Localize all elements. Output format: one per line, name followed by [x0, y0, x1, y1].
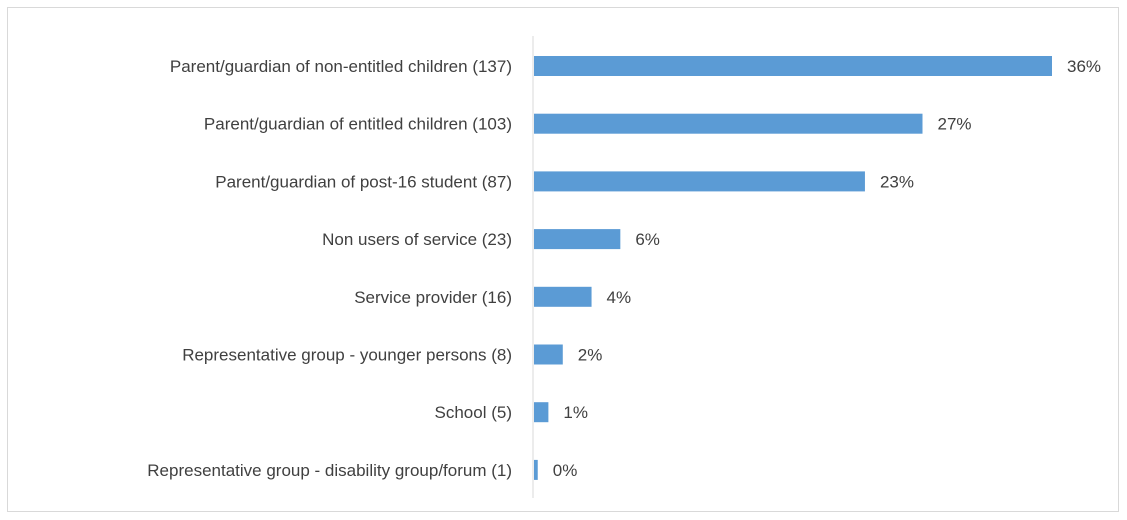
bar-2: [534, 113, 923, 134]
data-label-6: 2%: [578, 346, 603, 365]
data-label-7: 1%: [563, 403, 588, 422]
bar-1: [534, 56, 1052, 76]
bar-4: [534, 229, 621, 250]
category-label-4: Non users of service (23): [322, 230, 512, 249]
bar-8: [534, 459, 538, 480]
data-label-4: 6%: [635, 230, 660, 249]
category-label-1: Parent/guardian of non-entitled children…: [170, 57, 512, 76]
category-label-3: Parent/guardian of post-16 student (87): [215, 172, 512, 191]
category-labels-group: Parent/guardian of non-entitled children…: [147, 57, 512, 480]
category-label-2: Parent/guardian of entitled children (10…: [204, 115, 512, 134]
data-label-5: 4%: [607, 288, 632, 307]
category-label-8: Representative group - disability group/…: [147, 461, 512, 480]
data-label-8: 0%: [553, 461, 578, 480]
data-labels-group: 36% 27% 23% 6% 4% 2% 1% 0%: [553, 57, 1101, 480]
category-label-6: Representative group - younger persons (…: [182, 346, 512, 365]
bar-7: [534, 402, 549, 423]
data-label-2: 27%: [938, 115, 972, 134]
chart-frame: [7, 7, 1119, 512]
bars-group: [534, 56, 1052, 480]
data-label-1: 36%: [1067, 57, 1101, 76]
category-label-7: School (5): [435, 403, 512, 422]
bar-3: [534, 171, 865, 192]
bar-5: [534, 286, 592, 307]
data-label-3: 23%: [880, 172, 914, 191]
category-label-5: Service provider (16): [354, 288, 512, 307]
bar-6: [534, 344, 563, 365]
